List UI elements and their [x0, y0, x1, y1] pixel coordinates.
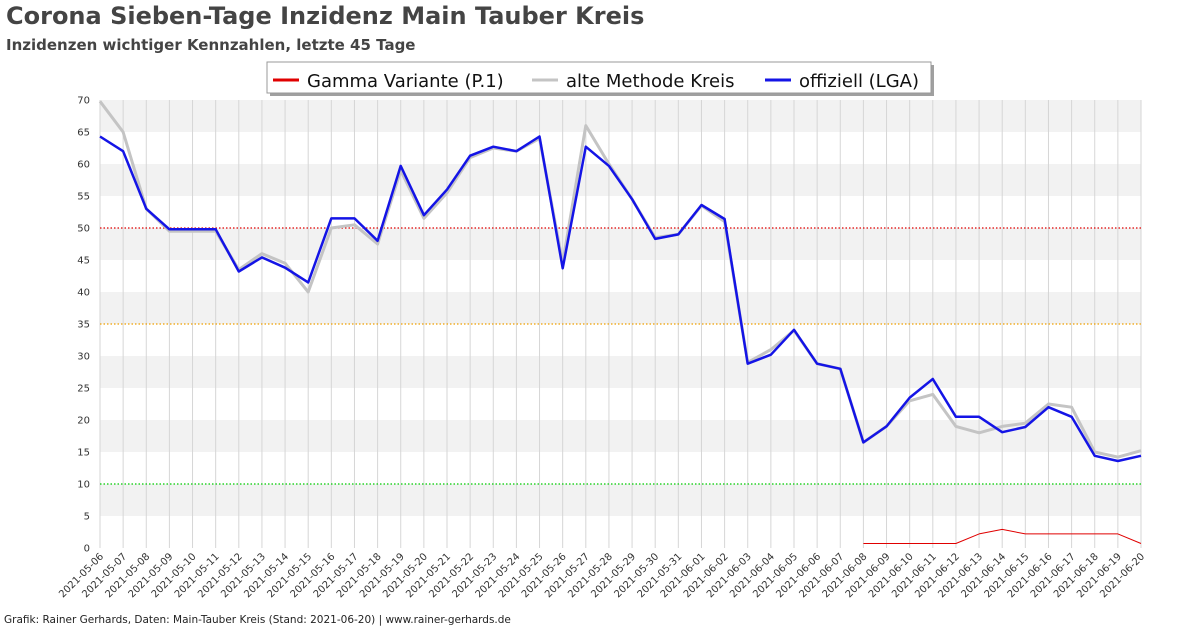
chart-title: Corona Sieben-Tage Inzidenz Main Tauber …: [6, 2, 645, 30]
y-tick-label: 70: [77, 96, 90, 107]
legend: Gamma Variante (P.1) alte Methode Kreis of…: [266, 61, 934, 96]
series-line: [863, 528, 1142, 544]
y-tick-label: 30: [77, 352, 90, 363]
legend-label: Gamma Variante (P.1): [307, 71, 504, 92]
x-axis-ticks: 2021-05-062021-05-072021-05-082021-05-09…: [57, 551, 1147, 600]
legend-label: alte Methode Kreis: [566, 71, 734, 92]
background-band: [100, 484, 1141, 516]
background-band: [100, 196, 1141, 228]
series-line: [99, 135, 1142, 463]
y-tick-label: 60: [77, 160, 90, 171]
y-tick-label: 15: [77, 448, 90, 459]
y-tick-label: 40: [77, 288, 90, 299]
background-band: [100, 356, 1141, 388]
vertical-gridlines: [99, 100, 1142, 548]
background-bands: [100, 100, 1141, 548]
legend-label: offiziell (LGA): [799, 71, 919, 92]
y-tick-label: 65: [77, 128, 90, 139]
background-band: [100, 260, 1141, 292]
y-tick-label: 35: [77, 320, 90, 331]
y-axis-ticks: 0 5 10 15 20 25 30 35 40 45 50 55 60 65 70: [77, 96, 90, 555]
background-band: [100, 132, 1141, 164]
background-band: [100, 324, 1141, 356]
y-tick-label: 45: [77, 256, 90, 267]
background-band: [100, 292, 1141, 324]
background-band: [100, 388, 1141, 420]
series-lines: [98, 100, 1142, 544]
y-tick-label: 5: [84, 512, 90, 523]
background-band: [100, 516, 1141, 548]
chart-subtitle: Inzidenzen wichtiger Kennzahlen, letzte …: [6, 36, 416, 54]
background-band: [100, 228, 1141, 260]
y-tick-label: 0: [84, 544, 90, 555]
y-tick-label: 50: [77, 224, 90, 235]
y-tick-label: 25: [77, 384, 90, 395]
background-band: [100, 452, 1141, 484]
y-tick-label: 55: [77, 192, 90, 203]
background-band: [100, 420, 1141, 452]
y-tick-label: 20: [77, 416, 90, 427]
legend-box: [266, 61, 932, 94]
y-tick-label: 10: [77, 480, 90, 491]
chart-footer: Grafik: Rainer Gerhards, Daten: Main-Tau…: [4, 614, 511, 626]
background-band: [100, 100, 1141, 132]
